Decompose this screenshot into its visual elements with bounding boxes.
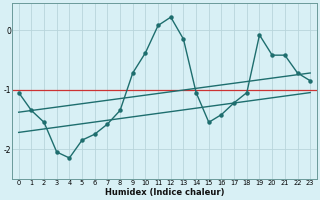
X-axis label: Humidex (Indice chaleur): Humidex (Indice chaleur) xyxy=(105,188,224,197)
